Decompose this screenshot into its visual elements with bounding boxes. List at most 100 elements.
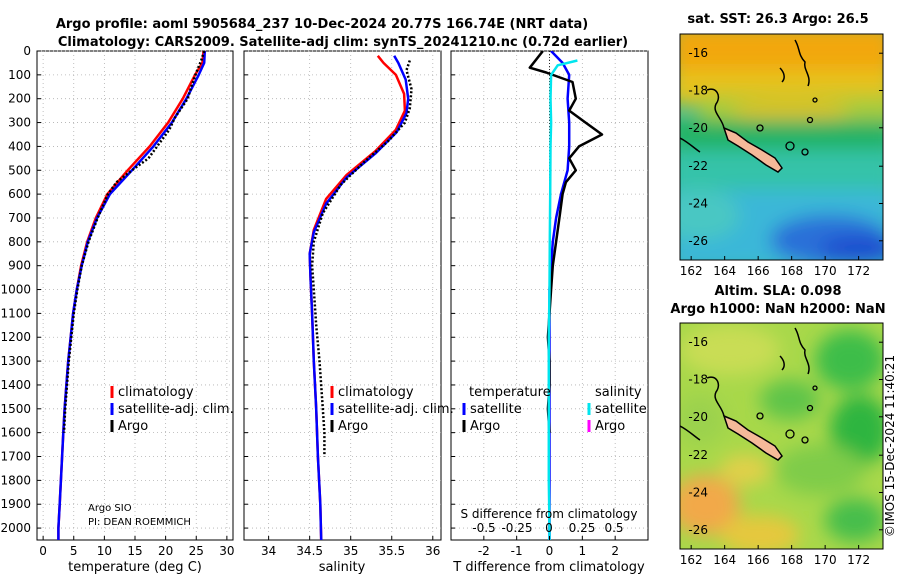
map-y-tick-label: -22 — [688, 159, 708, 173]
x-tick-label: 30 — [219, 544, 234, 558]
legend-satellite: satellite-adj. clim. — [118, 402, 234, 417]
x-tick-label: 0 — [546, 544, 554, 558]
salinity-xlabel: salinity — [319, 560, 366, 575]
map-y-tick-label: -18 — [688, 84, 708, 98]
depth-tick-label: 1400 — [0, 378, 31, 392]
map-x-tick-label: 164 — [713, 264, 736, 278]
difference-panel: -2 -1 0 1 2 — [450, 50, 649, 558]
argo-pi: PI: DEAN ROEMMICH — [88, 517, 191, 528]
sst-map-frame — [679, 33, 884, 261]
sla-land — [680, 327, 818, 461]
title-line-2: Climatology: CARS2009. Satellite-adj cli… — [58, 35, 628, 50]
map-x-tick-label: 166 — [747, 264, 770, 278]
series-line-s-satellite — [547, 59, 578, 540]
depth-tick-label: 600 — [8, 187, 31, 201]
x-tick-label: 2 — [611, 544, 619, 558]
legend-t-argo: Argo — [470, 419, 500, 434]
s-difference-ticks: -0.5 -0.25 0 0.25 0.5 — [472, 521, 623, 535]
map-y-tick-label: -24 — [688, 197, 708, 211]
depth-tick-label: 900 — [8, 259, 31, 273]
difference-ticks: -2 -1 0 1 2 — [451, 50, 619, 558]
s-tick: 0.25 — [569, 521, 596, 535]
x-tick-label: 1 — [579, 544, 587, 558]
map-x-tick-label: 162 — [680, 264, 703, 278]
map-y-tick-label: -22 — [688, 448, 708, 462]
map-y-tick-label: -20 — [688, 410, 708, 424]
map-x-tick-label: 170 — [814, 553, 837, 567]
depth-tick-label: 200 — [8, 92, 31, 106]
depth-tick-label: 1000 — [0, 283, 31, 297]
x-tick-label: 34 — [261, 544, 276, 558]
map-y-tick-label: -24 — [688, 486, 708, 500]
salinity-grid — [244, 50, 441, 540]
map-y-tick-label: -26 — [688, 234, 708, 248]
depth-tick-label: 1300 — [0, 354, 31, 368]
map-x-tick-label: 168 — [780, 264, 803, 278]
legend-argo: Argo — [118, 419, 148, 434]
sla-map-frame — [679, 322, 884, 550]
x-tick-label: 5 — [70, 544, 78, 558]
map-x-tick-label: 166 — [747, 553, 770, 567]
sst-map — [680, 34, 883, 260]
legend-s-argo: Argo — [595, 419, 625, 434]
map-y-tick-label: -16 — [688, 46, 708, 60]
series-line-satellite-adj-clim- — [308, 55, 410, 540]
legend-climatology: climatology — [118, 385, 194, 400]
x-tick-label: 15 — [127, 544, 142, 558]
map-x-tick-label: 162 — [680, 553, 703, 567]
map-y-tick-label: -20 — [688, 121, 708, 135]
map-y-tick-label: -16 — [688, 335, 708, 349]
temperature-xlabel: temperature (deg C) — [68, 560, 202, 575]
sst-map-ticks: 162 164 166 168 170 172 -16 -18 -20 -22 -24 -26 — [680, 46, 883, 278]
salinity-ticks: 34 34.5 35 35.5 36 — [244, 50, 440, 558]
legend-satellite: satellite-adj. clim. — [338, 402, 454, 417]
depth-tick-label: 1600 — [0, 426, 31, 440]
temperature-series — [57, 51, 207, 540]
sla-map-subtitle: Argo h1000: NaN h2000: NaN — [670, 302, 885, 317]
sla-map — [680, 323, 883, 549]
x-tick-label: 35 — [343, 544, 358, 558]
legend-s-satellite: satellite — [595, 402, 647, 417]
map-x-tick-label: 170 — [814, 264, 837, 278]
salinity-legend: climatology satellite-adj. clim. Argo — [330, 385, 454, 434]
difference-legend: temperature salinity satellite Argo sate… — [462, 385, 647, 434]
map-x-tick-label: 168 — [780, 553, 803, 567]
s-tick: 0.5 — [604, 521, 623, 535]
x-tick-label: 34.5 — [296, 544, 323, 558]
x-tick-label: -2 — [478, 544, 490, 558]
depth-tick-label: 1700 — [0, 450, 31, 464]
depth-tick-label: 1500 — [0, 402, 31, 416]
depth-tick-label: 1800 — [0, 473, 31, 487]
s-tick: -0.5 — [472, 521, 495, 535]
s-tick: -0.25 — [501, 521, 532, 535]
s-tick: 0 — [545, 521, 553, 535]
series-line-argo — [62, 51, 206, 433]
depth-tick-label: 2000 — [0, 521, 31, 535]
temperature-legend: climatology satellite-adj. clim. Argo — [110, 385, 234, 434]
salinity-series — [308, 55, 413, 540]
depth-tick-label: 400 — [8, 139, 31, 153]
temperature-ticks: 0 5 10 15 20 25 30 — [37, 50, 235, 558]
depth-tick-label: 700 — [8, 211, 31, 225]
sla-map-title: Altim. SLA: 0.098 — [715, 284, 842, 299]
sla-map-ticks: 162 164 166 168 170 172 -16 -18 -20 -22 -24 -26 — [680, 335, 883, 567]
depth-tick-label: 500 — [8, 163, 31, 177]
map-x-tick-label: 172 — [847, 264, 870, 278]
x-tick-label: 36 — [425, 544, 440, 558]
depth-tick-label: 100 — [8, 68, 31, 82]
series-line-argo — [310, 60, 413, 457]
map-y-tick-label: -26 — [688, 523, 708, 537]
sst-land — [680, 39, 818, 173]
argo-institution: Argo SIO — [88, 503, 132, 514]
legend-climatology: climatology — [338, 385, 414, 400]
depth-tick-label: 1900 — [0, 497, 31, 511]
difference-xlabel: T difference from climatology — [452, 560, 645, 575]
depth-tick-label: 1200 — [0, 330, 31, 344]
depth-tick-labels: 0 100 200 300 400 500 600 700 800 900 1000 1100 1200… — [0, 44, 31, 535]
salinity-panel: 34 34.5 35 35.5 36 — [243, 50, 442, 558]
difference-grid — [451, 50, 648, 540]
x-tick-label: 25 — [189, 544, 204, 558]
map-x-tick-label: 172 — [847, 553, 870, 567]
map-x-tick-label: 164 — [713, 553, 736, 567]
